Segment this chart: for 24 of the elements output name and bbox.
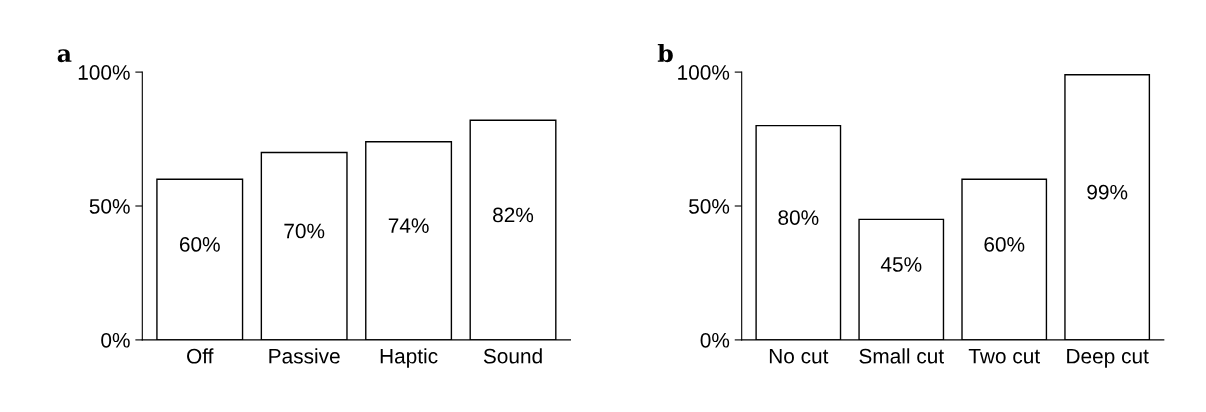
x-tick-label: Passive xyxy=(269,348,340,364)
x-tick-label: Deep cut xyxy=(1067,349,1149,368)
data-label: 70% xyxy=(284,223,325,239)
y-tick-label: 50% xyxy=(89,199,130,214)
x-tick-label: Sound xyxy=(483,348,542,364)
data-label: 80% xyxy=(778,210,819,225)
y-tick-label: 100% xyxy=(78,65,130,80)
chart-title: b xyxy=(657,43,673,63)
data-label: 60% xyxy=(984,237,1025,252)
data-label: 45% xyxy=(880,257,922,272)
x-tick-label: Haptic xyxy=(380,348,438,368)
data-label: 74% xyxy=(388,218,429,233)
x-tick-label: No cut xyxy=(769,349,829,364)
x-tick-label: Two cut xyxy=(968,349,1040,364)
x-tick-label: Small cut xyxy=(859,348,944,364)
data-label: 60% xyxy=(179,237,220,252)
y-tick-label: 100% xyxy=(678,65,730,80)
data-label: 99% xyxy=(1087,184,1128,200)
chart-title: a xyxy=(57,49,72,63)
y-tick-label: 0% xyxy=(101,332,130,348)
y-tick-label: 50% xyxy=(689,199,730,214)
x-tick-label: Off xyxy=(187,348,214,364)
y-tick-label: 0% xyxy=(700,332,730,348)
data-label: 82% xyxy=(493,207,534,223)
